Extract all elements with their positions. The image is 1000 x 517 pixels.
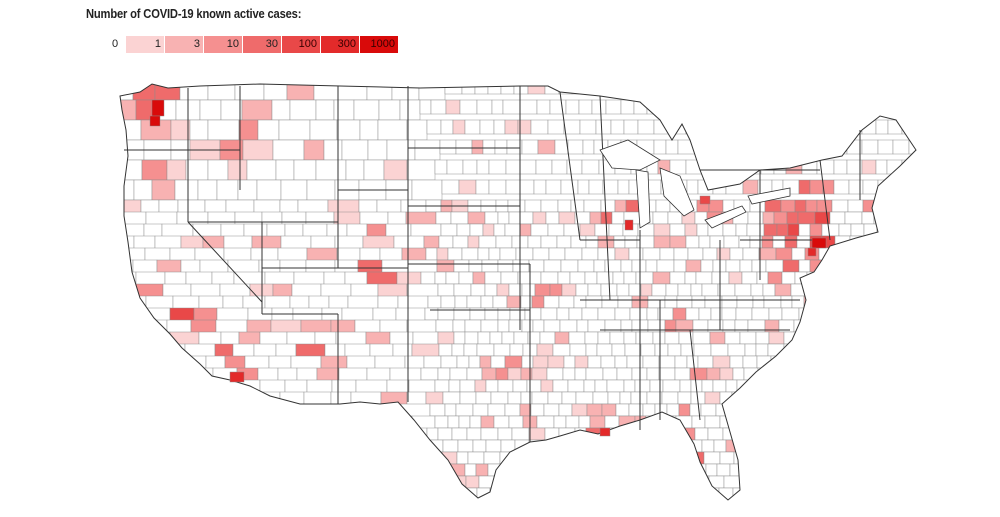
legend-swatch-10: 10	[204, 36, 242, 53]
hotspot-county-3	[807, 247, 817, 257]
legend-label-zero: 0	[112, 38, 119, 50]
hotspot-county-7	[699, 195, 711, 205]
us-outline	[119, 83, 917, 501]
legend-swatch-100: 100	[282, 36, 320, 53]
hotspot-county-4	[229, 371, 245, 383]
legend-swatch-1000: 1000	[360, 36, 398, 53]
hotspot-county-6	[624, 219, 634, 231]
hotspot-county-0	[151, 99, 165, 117]
great-lakes-superior	[599, 139, 661, 171]
legend-swatch-30: 30	[243, 36, 281, 53]
lake-huron	[659, 167, 695, 217]
hotspot-county-1	[149, 115, 161, 127]
lake-erie	[704, 205, 747, 229]
legend-swatch-1: 1	[126, 36, 164, 53]
legend-swatch-300: 300	[321, 36, 359, 53]
hotspot-county-5	[599, 427, 611, 437]
hotspot-county-2	[811, 237, 827, 249]
lake-michigan	[635, 169, 651, 229]
lake-ontario	[747, 187, 791, 205]
legend-swatch-3: 3	[165, 36, 203, 53]
map-title: Number of COVID-19 known active cases:	[86, 6, 302, 21]
